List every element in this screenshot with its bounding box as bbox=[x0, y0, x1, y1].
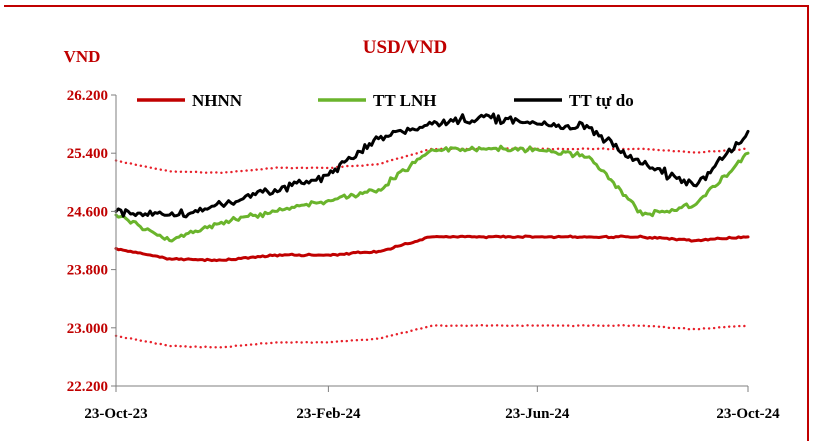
series-line-tt-lnh bbox=[114, 144, 750, 243]
y-tick-label: 25.400 bbox=[67, 146, 108, 162]
x-tick-label: 23-Jun-24 bbox=[505, 406, 570, 422]
y-tick-label: 26.200 bbox=[67, 88, 108, 104]
legend: NHNN TT LNH TT tự do bbox=[137, 91, 634, 110]
x-tick-label: 23-Feb-24 bbox=[296, 406, 361, 422]
legend-label: TT tự do bbox=[569, 91, 634, 110]
chart-title: USD/VND bbox=[363, 37, 447, 58]
y-tick-label: 24.600 bbox=[67, 204, 108, 220]
x-tick-label: 23-Oct-24 bbox=[716, 406, 780, 422]
y-tick-label: 23.800 bbox=[67, 263, 108, 279]
y-tick-label: 22.200 bbox=[67, 379, 108, 395]
series-layer bbox=[114, 112, 750, 349]
y-axis-label: VND bbox=[64, 47, 101, 66]
axes-layer: 22.200 23.000 23.800 24.600 25.400 26.200 23-O… bbox=[67, 88, 780, 422]
series-line-band-2 bbox=[114, 323, 750, 349]
series-line-nhnn bbox=[114, 234, 750, 263]
legend-label: NHNN bbox=[192, 91, 243, 110]
x-tick-label: 23-Oct-23 bbox=[84, 406, 147, 422]
y-tick-label: 23.000 bbox=[67, 321, 108, 337]
series-line-tt-t-do bbox=[114, 112, 750, 219]
legend-label: TT LNH bbox=[373, 91, 436, 110]
